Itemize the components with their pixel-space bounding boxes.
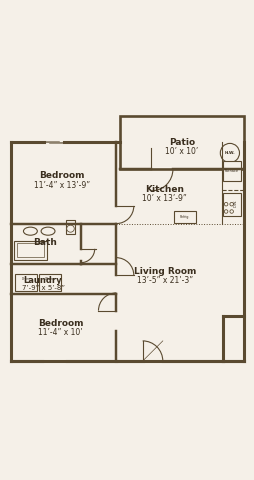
Text: Bedroom: Bedroom bbox=[38, 319, 83, 328]
Text: D.W.: D.W. bbox=[232, 199, 236, 207]
Text: Refrig.: Refrig. bbox=[179, 215, 189, 219]
Bar bbox=[14, 241, 46, 260]
Text: 11’-4” x 13’-9”: 11’-4” x 13’-9” bbox=[34, 180, 90, 190]
Text: Bath: Bath bbox=[34, 238, 57, 247]
Text: 13’-5” x 21’-3”: 13’-5” x 21’-3” bbox=[137, 276, 193, 285]
Text: 10’ x 10’: 10’ x 10’ bbox=[164, 147, 198, 156]
Text: H.W.: H.W. bbox=[224, 151, 234, 155]
Bar bbox=[222, 193, 240, 216]
Text: Dryer: Dryer bbox=[22, 277, 30, 281]
Text: 10’ x 13’-9”: 10’ x 13’-9” bbox=[142, 194, 186, 203]
Bar bbox=[15, 274, 37, 291]
Text: 7’-9” x 5’-8”: 7’-9” x 5’-8” bbox=[21, 285, 64, 291]
Text: 11’-4” x 10’: 11’-4” x 10’ bbox=[38, 328, 83, 337]
Text: Washer: Washer bbox=[44, 277, 56, 281]
Bar bbox=[66, 220, 75, 234]
Text: Bedroom: Bedroom bbox=[39, 171, 84, 180]
Bar bbox=[119, 117, 243, 169]
Ellipse shape bbox=[41, 227, 55, 235]
Text: Furnace: Furnace bbox=[224, 168, 238, 173]
Bar bbox=[222, 160, 240, 181]
Text: Laundry: Laundry bbox=[24, 276, 62, 285]
Text: Living Room: Living Room bbox=[134, 267, 196, 276]
Ellipse shape bbox=[23, 227, 37, 235]
Bar bbox=[173, 211, 195, 223]
Ellipse shape bbox=[67, 225, 74, 232]
Bar bbox=[39, 274, 61, 291]
Text: Kitchen: Kitchen bbox=[145, 185, 184, 194]
Text: Patio: Patio bbox=[168, 138, 194, 146]
Bar bbox=[17, 243, 44, 257]
